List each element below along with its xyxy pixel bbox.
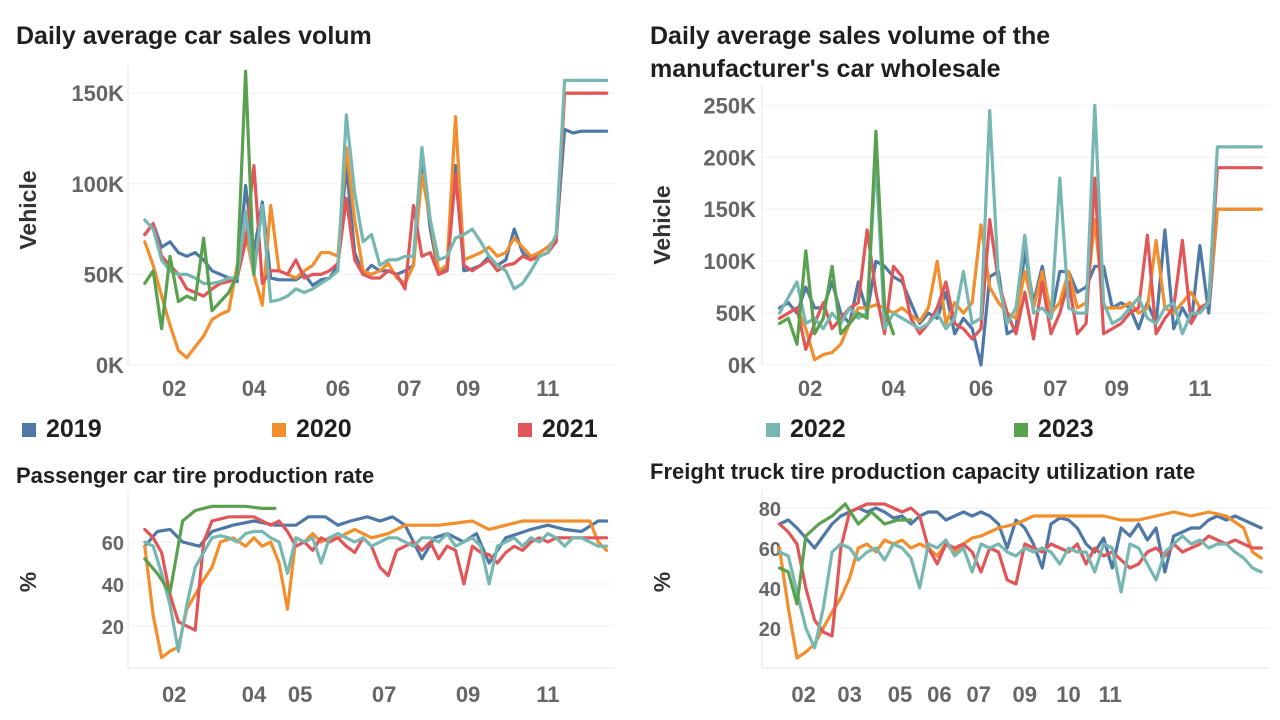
series-line-2020	[777, 510, 1263, 660]
x-tick-label: 04	[242, 376, 267, 401]
chart-bl: 20 40 60 02 04 05 07 09 11%	[15, 490, 615, 707]
y-tick-label: 20	[102, 617, 124, 639]
legend-swatch-2020	[272, 422, 286, 437]
series-line-2022	[143, 529, 609, 653]
x-tick-label: 02	[162, 376, 186, 401]
chart-tr: 0K 50K 100K 150K 200K 250K 02 04 06 07 09 11 Vehicle	[649, 85, 1270, 401]
y-tick-label: 60	[759, 539, 781, 561]
y-tick-label: 0K	[96, 353, 124, 378]
chart-tl: 0K 50K 100K 150K 02 04 06 07 09 11 Vehicle	[15, 65, 615, 401]
series-line-2021	[143, 515, 609, 632]
legend-label-2019: 2019	[46, 415, 102, 443]
y-tick-label: 100K	[703, 249, 756, 274]
title-bottom-right: Freight truck tire production capacity u…	[650, 459, 1196, 484]
legend-label-2021: 2021	[542, 415, 598, 443]
legend-swatch-2022	[766, 422, 780, 437]
y-tick-label: 100K	[71, 172, 124, 197]
series-line-2023	[143, 504, 277, 595]
y-tick-label: 150K	[71, 81, 124, 106]
x-tick-label: 06	[969, 376, 993, 401]
y-axis-title: Vehicle	[649, 185, 675, 264]
series-line-2023	[143, 69, 256, 331]
x-tick-label: 07	[1043, 376, 1067, 401]
legend-item-2019: 2019	[22, 415, 102, 444]
series-line-2020	[143, 91, 609, 360]
title-bottom-left: Passenger car tire production rate	[16, 463, 375, 488]
y-tick-label: 50K	[716, 301, 756, 326]
x-tick-label: 09	[1013, 682, 1037, 707]
x-tick-label: 11	[536, 376, 559, 401]
x-tick-label: 09	[456, 376, 480, 401]
x-tick-label: 02	[791, 682, 815, 707]
legend-swatch-2019	[22, 422, 36, 437]
series-line-2023	[777, 129, 896, 346]
y-axis-title: %	[15, 572, 41, 592]
x-tick-label: 11	[1099, 682, 1122, 707]
x-tick-label: 05	[288, 682, 312, 707]
chart-br: 20 40 60 80 02 03 05 06 07 09 10 11%	[649, 490, 1270, 707]
y-axis-title: %	[649, 572, 675, 592]
title-top-right: Daily average sales volume of the manufa…	[650, 22, 1051, 83]
x-tick-label: 06	[326, 376, 350, 401]
y-tick-label: 0K	[728, 353, 756, 378]
x-tick-label: 04	[242, 682, 267, 707]
legend-swatch-2021	[518, 422, 532, 437]
x-tick-label: 06	[927, 682, 951, 707]
series-line-2022	[777, 103, 1263, 336]
legend-label-2023: 2023	[1038, 415, 1094, 443]
y-tick-label: 60	[102, 533, 124, 555]
series-line-2021	[777, 502, 1263, 638]
series-line-2020	[777, 207, 1263, 362]
legend-item-2022: 2022	[766, 415, 846, 444]
y-tick-label: 50K	[84, 262, 124, 287]
series-line-2021	[777, 166, 1263, 351]
y-tick-label: 40	[102, 575, 124, 597]
x-tick-label: 11	[536, 682, 559, 707]
x-tick-label: 11	[1188, 376, 1211, 401]
legend-label-2022: 2022	[790, 415, 846, 443]
y-tick-label: 20	[759, 619, 781, 641]
x-tick-label: 09	[1104, 376, 1128, 401]
x-tick-label: 07	[397, 376, 421, 401]
x-tick-label: 03	[837, 682, 861, 707]
series-line-2023	[777, 502, 913, 606]
series-line-2021	[143, 91, 609, 298]
series-line-2022	[777, 534, 1263, 650]
y-tick-label: 250K	[703, 93, 756, 118]
legend-swatch-2023	[1014, 422, 1028, 437]
x-tick-label: 04	[881, 376, 906, 401]
legend-item-2021: 2021	[518, 415, 598, 444]
y-tick-label: 40	[759, 579, 781, 601]
legend-item-2023: 2023	[1014, 415, 1094, 444]
x-tick-label: 09	[456, 682, 480, 707]
x-tick-label: 10	[1056, 682, 1080, 707]
y-tick-label: 80	[759, 499, 781, 521]
legend-label-2020: 2020	[296, 415, 352, 443]
x-tick-label: 05	[888, 682, 912, 707]
x-tick-label: 02	[162, 682, 186, 707]
series-line-2022	[143, 78, 609, 304]
x-tick-label: 07	[372, 682, 396, 707]
y-axis-title: Vehicle	[15, 170, 41, 249]
x-tick-label: 02	[798, 376, 822, 401]
x-tick-label: 07	[967, 682, 991, 707]
title-top-left: Daily average car sales volum	[16, 22, 372, 50]
y-tick-label: 200K	[703, 145, 756, 170]
legend-item-2020: 2020	[272, 415, 352, 444]
y-tick-label: 150K	[703, 197, 756, 222]
series-line-2019	[143, 515, 609, 565]
